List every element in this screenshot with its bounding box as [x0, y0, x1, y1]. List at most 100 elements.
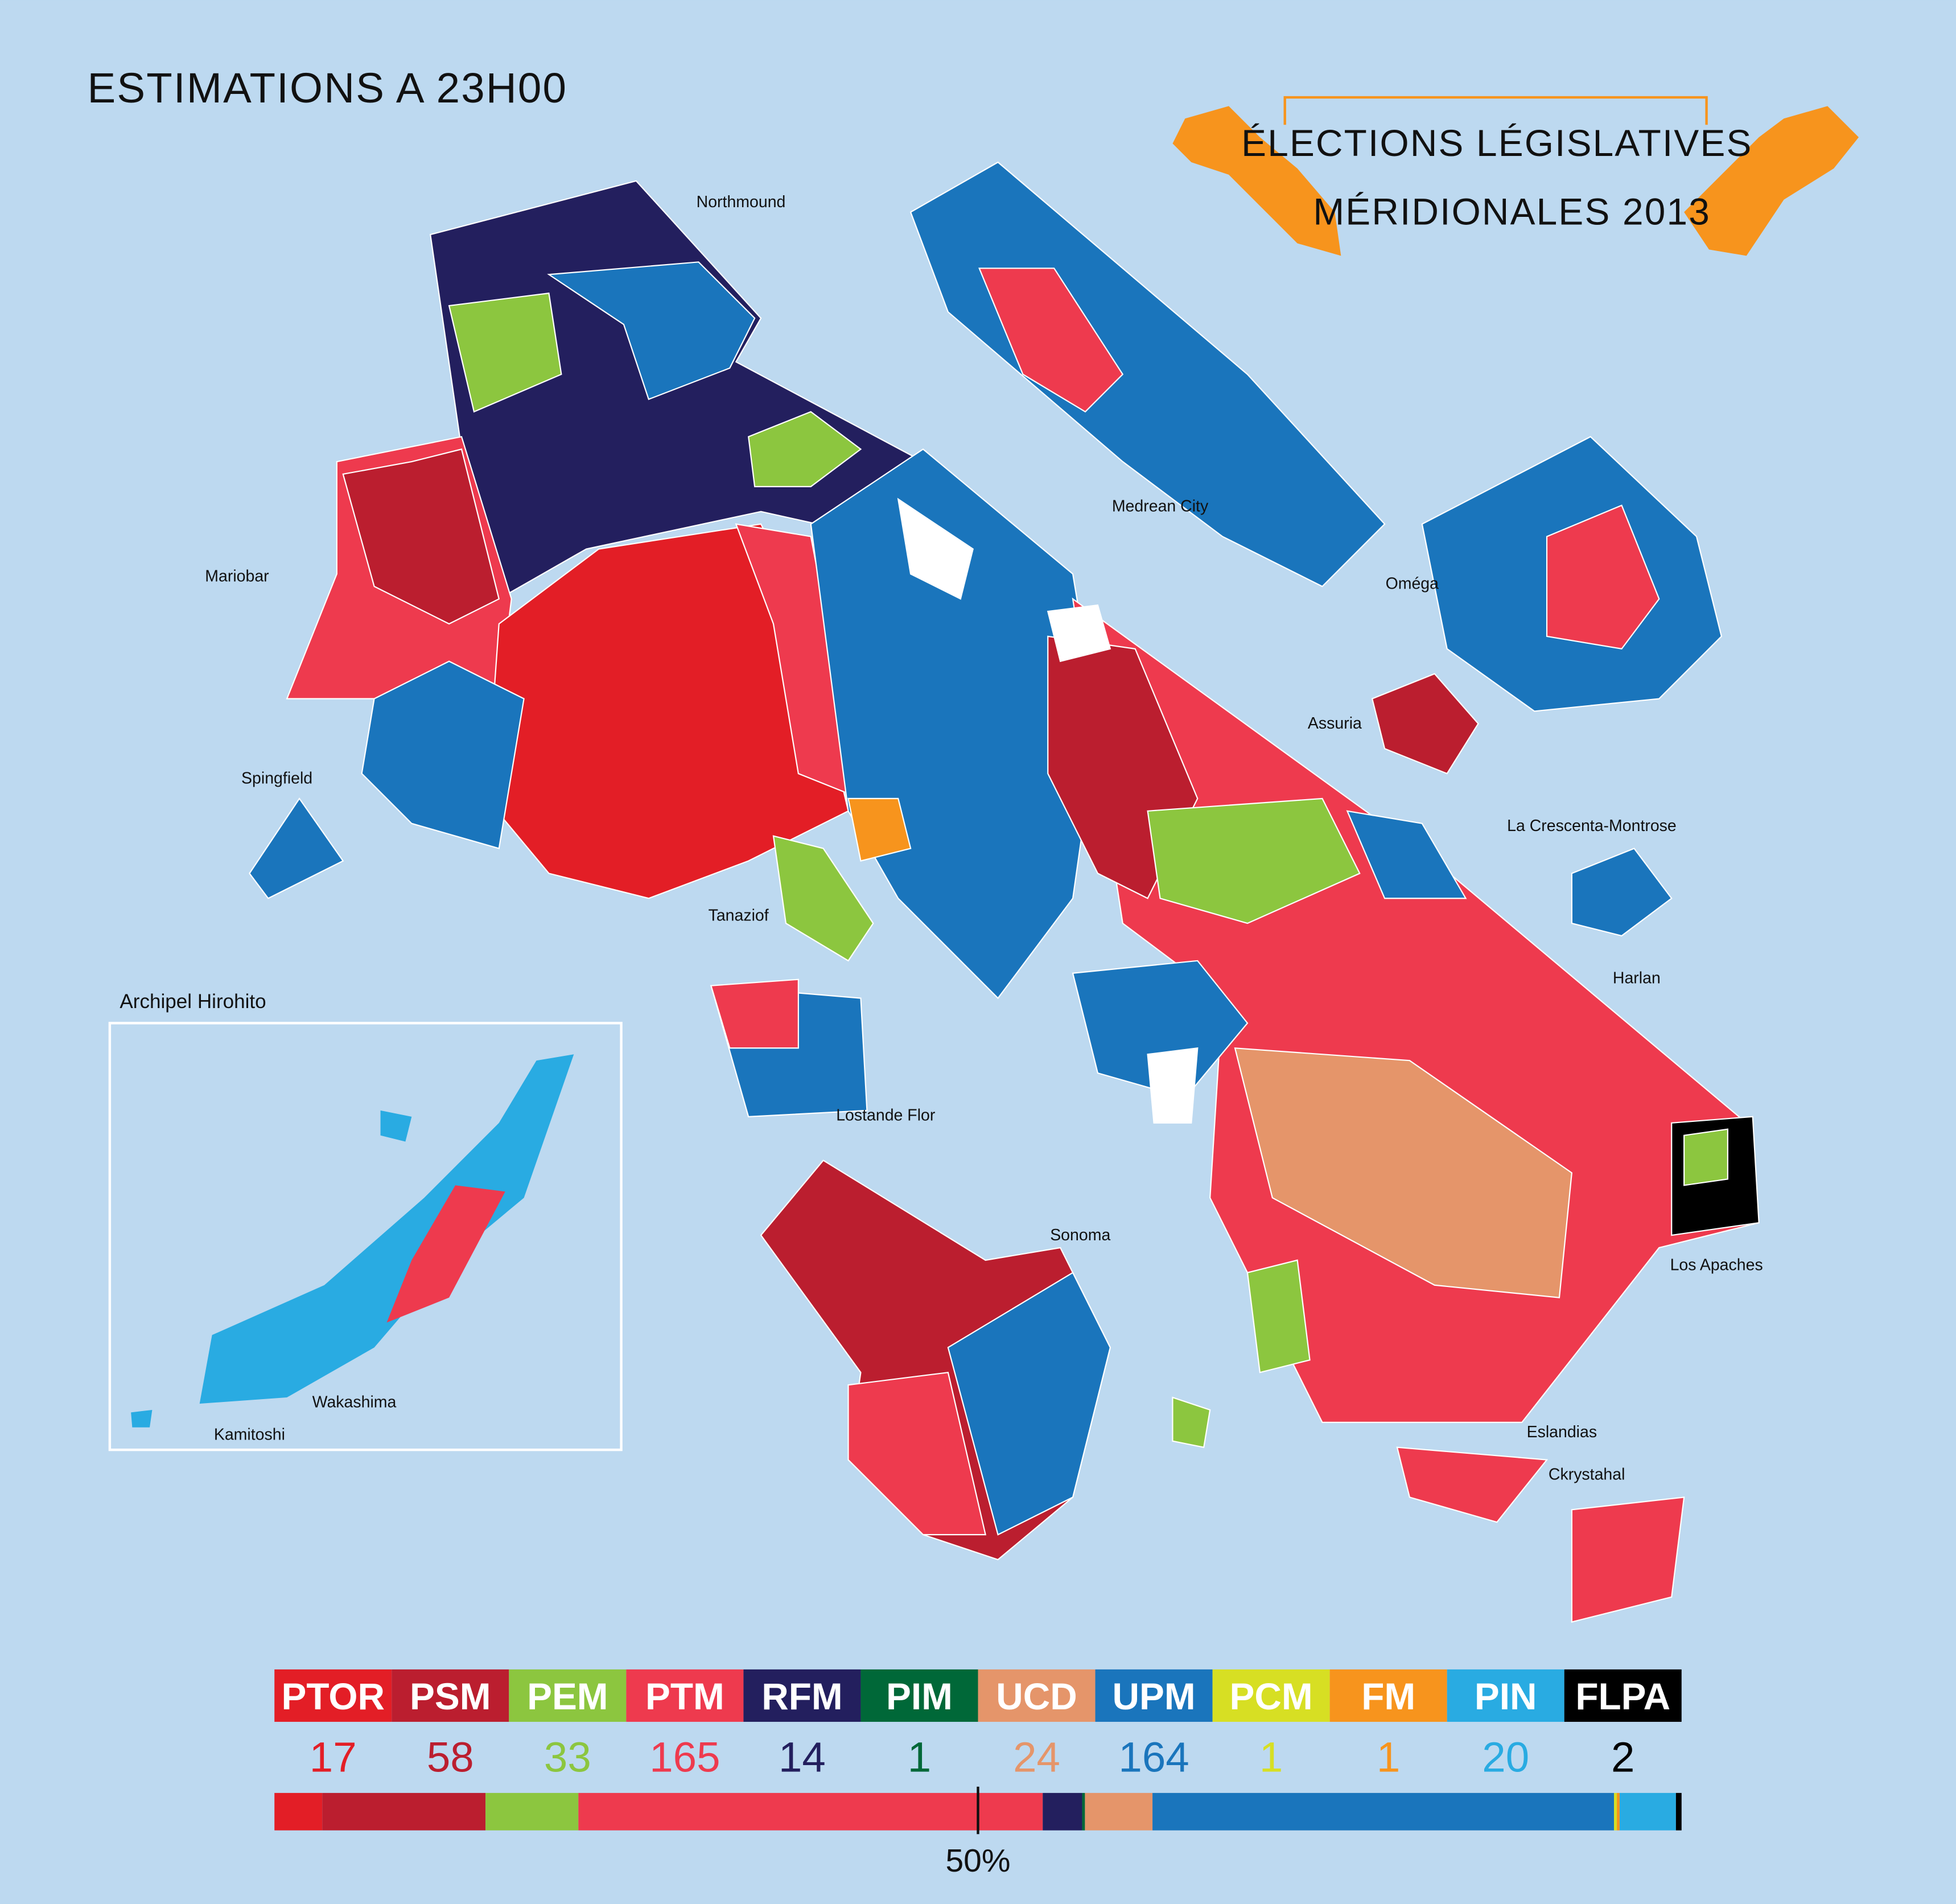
- party-name: RFM: [761, 1675, 842, 1717]
- party-name: PIN: [1475, 1675, 1537, 1717]
- seat-count: 1: [1377, 1734, 1400, 1781]
- place-label: La Crescenta-Montrose: [1507, 817, 1677, 835]
- party-box: [626, 1669, 744, 1722]
- seat-bar-segment: [1085, 1792, 1153, 1831]
- place-label: Los Apaches: [1670, 1256, 1763, 1274]
- party-name: PSM: [410, 1675, 491, 1717]
- place-label: Eslandias: [1527, 1423, 1597, 1441]
- region: [947, 1272, 1111, 1536]
- seat-bar-segment: [274, 1792, 323, 1831]
- seat-count: 20: [1482, 1734, 1529, 1781]
- seat-count: 2: [1611, 1734, 1634, 1781]
- place-label: Tanaziof: [709, 907, 769, 925]
- seat-count: 24: [1013, 1734, 1060, 1781]
- party-box: [1095, 1669, 1213, 1722]
- inset-title: Archipel Hirohito: [120, 990, 266, 1013]
- place-label: Ckrystahal: [1549, 1466, 1625, 1484]
- region: [1571, 1496, 1685, 1623]
- party-box: [860, 1669, 978, 1722]
- region: [1072, 960, 1249, 1099]
- place-label: Mariobar: [205, 567, 269, 585]
- region: [1172, 1396, 1211, 1449]
- party-name: FLPA: [1575, 1675, 1670, 1717]
- seat-bar-segment: [1152, 1792, 1615, 1831]
- region: [735, 523, 862, 800]
- seat-bar-segment: [1619, 1792, 1676, 1831]
- party-name: UCD: [996, 1675, 1077, 1717]
- seat-bar-segment: [578, 1792, 1043, 1831]
- party-name: FM: [1361, 1675, 1415, 1717]
- party-box: [274, 1669, 392, 1722]
- inset-island: [131, 1409, 153, 1428]
- inset-frame: [108, 1022, 623, 1451]
- title-frame: [1283, 96, 1708, 125]
- party-name: UPM: [1113, 1675, 1196, 1717]
- inset-island: [386, 1185, 505, 1323]
- region: [1234, 1047, 1573, 1298]
- seat-bar-segment: [1082, 1792, 1085, 1831]
- party-name: PTOR: [282, 1675, 385, 1717]
- region: [1371, 673, 1479, 775]
- inset-island: [199, 1054, 574, 1404]
- place-label: Northmound: [697, 193, 786, 211]
- region: [978, 268, 1124, 413]
- region: [342, 448, 500, 625]
- party-box: [509, 1669, 627, 1722]
- region: [1346, 810, 1467, 899]
- party-box: [978, 1669, 1096, 1722]
- region: [1683, 1128, 1728, 1186]
- seat-count: 14: [779, 1734, 826, 1781]
- party-box: [743, 1669, 861, 1722]
- region: [1546, 504, 1660, 650]
- region: [485, 523, 849, 899]
- region: [1571, 848, 1673, 937]
- party-name: PCM: [1230, 1675, 1313, 1717]
- party-box: [1564, 1669, 1682, 1722]
- place-label: Medrean City: [1112, 497, 1209, 516]
- place-label: Spingfield: [241, 770, 312, 788]
- region: [1147, 797, 1361, 924]
- party-box: [392, 1669, 509, 1722]
- title-island-left: [1172, 106, 1341, 256]
- region: [249, 797, 344, 899]
- seat-bar-segment: [322, 1792, 486, 1831]
- inset-island: [380, 1110, 412, 1142]
- seat-bar-segment: [1675, 1792, 1682, 1831]
- seat-count: 164: [1118, 1734, 1189, 1781]
- place-label: Assuria: [1308, 714, 1362, 733]
- party-name: PIM: [886, 1675, 953, 1717]
- party-box: [1212, 1669, 1330, 1722]
- region: [847, 1371, 987, 1536]
- title-island-right: [1684, 106, 1859, 256]
- seat-bar-segment: [1614, 1792, 1617, 1831]
- seat-bar-segment: [1617, 1792, 1620, 1831]
- region: [361, 660, 525, 849]
- region: [1396, 1446, 1549, 1523]
- party-box: [1329, 1669, 1447, 1722]
- region: [448, 292, 562, 413]
- seat-count: 33: [544, 1734, 591, 1781]
- seat-count: 1: [1259, 1734, 1283, 1781]
- map-regions: [249, 161, 1760, 1623]
- title-line: ÉLECTIONS LÉGISLATIVES: [1241, 122, 1752, 164]
- seat-bar-segment: [1043, 1792, 1082, 1831]
- region: [847, 797, 912, 862]
- city: [1047, 604, 1111, 663]
- seat-count: 17: [310, 1734, 357, 1781]
- seat-count: 1: [908, 1734, 931, 1781]
- region: [772, 835, 874, 962]
- subtitle: ESTIMATIONS A 23H00: [87, 64, 567, 112]
- city: [1147, 1047, 1199, 1124]
- place-label: Lostande Flor: [836, 1106, 936, 1124]
- party-box: [1447, 1669, 1564, 1722]
- region: [547, 261, 756, 400]
- seat-bar-segment: [485, 1792, 579, 1831]
- title-line: MÉRIDIONALES 2013: [1313, 191, 1711, 233]
- place-label: Oméga: [1386, 575, 1439, 593]
- region: [747, 411, 862, 487]
- region: [710, 978, 799, 1049]
- place-label: Sonoma: [1050, 1226, 1110, 1244]
- party-name: PEM: [527, 1675, 608, 1717]
